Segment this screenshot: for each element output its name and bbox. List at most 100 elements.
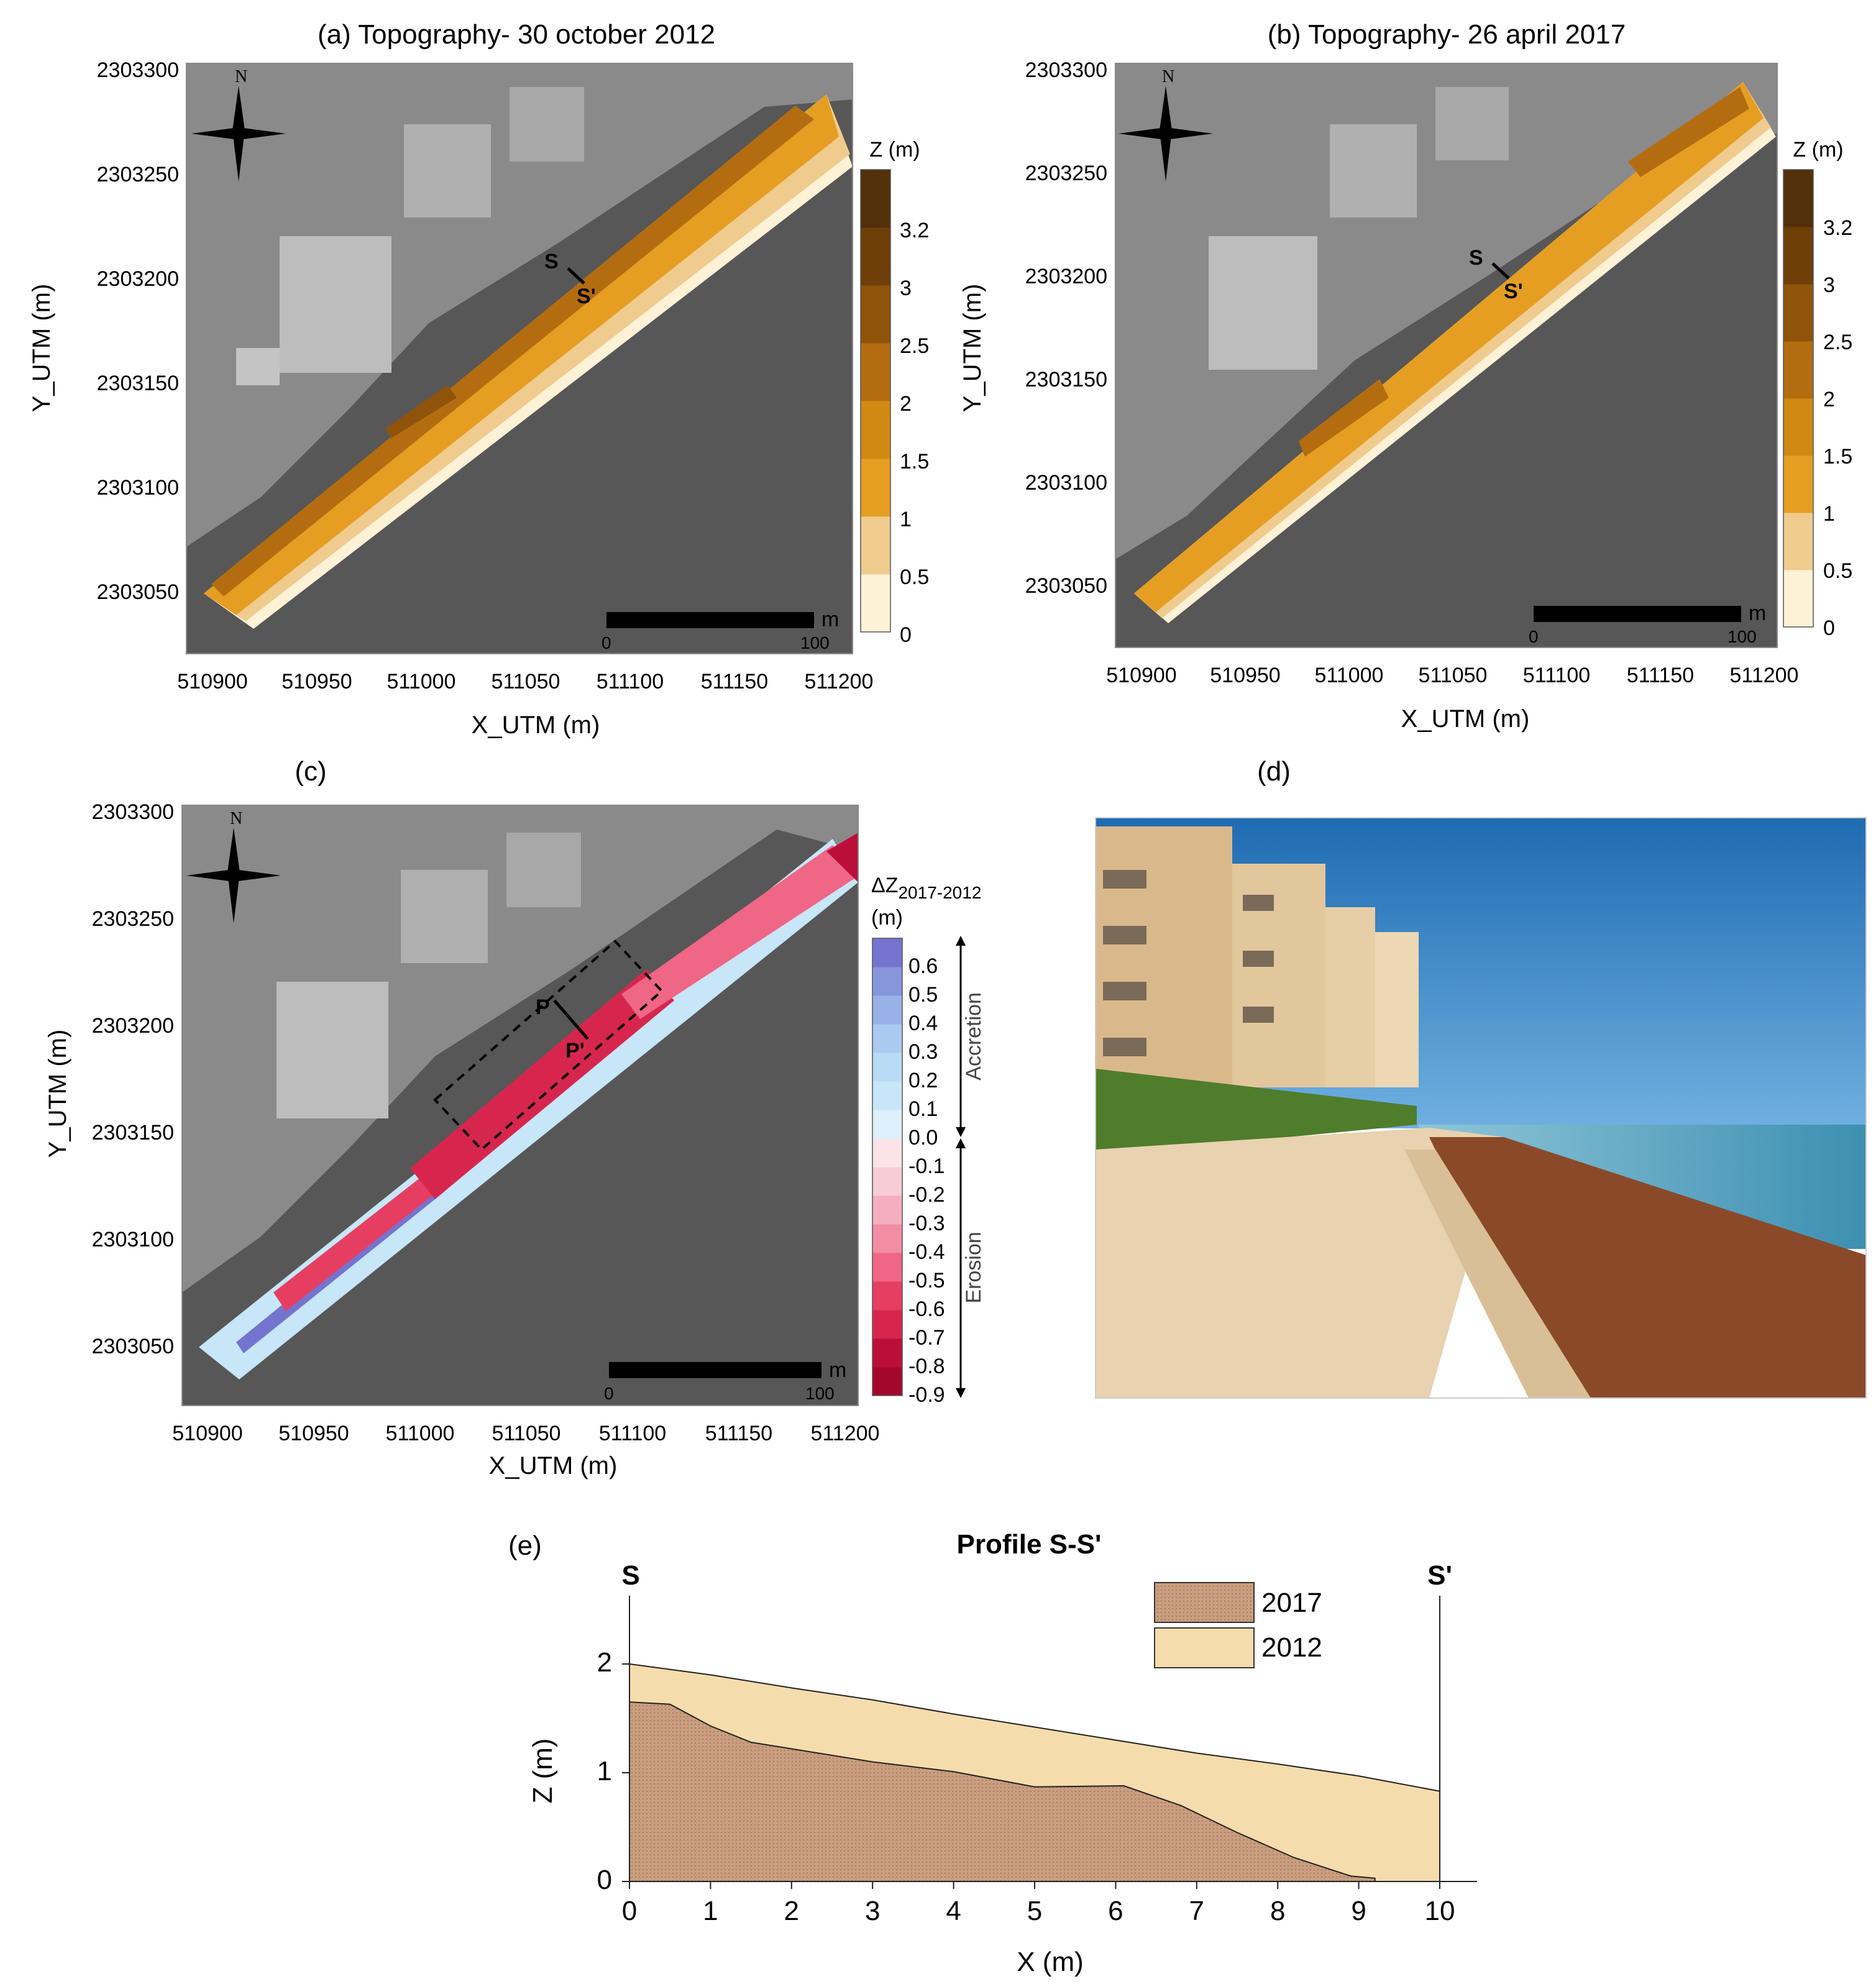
y-tick-label: 2303150 bbox=[1025, 368, 1107, 391]
colorbar-tick-label: -0.2 bbox=[908, 1183, 945, 1207]
colorbar-tick-label: 3.2 bbox=[900, 219, 929, 242]
panel-b-compass: N bbox=[1119, 67, 1213, 181]
x-tick-label: 511200 bbox=[805, 670, 874, 693]
panel-b-title: (b) Topography- 26 april 2017 bbox=[1268, 19, 1626, 50]
panel-b-colorbar bbox=[1783, 169, 1814, 628]
x-tick-label: 510900 bbox=[177, 670, 247, 693]
colorbar-title-main: ΔZ bbox=[871, 874, 898, 897]
colorbar-tick-label: 2 bbox=[1823, 388, 1835, 411]
colorbar-c-segment bbox=[872, 1024, 902, 1053]
panel-e: (e) Profile S-S' S S' 0 1 2 3 4 5 6 7 8 … bbox=[508, 1529, 1477, 1977]
panel-a-scalebar bbox=[606, 612, 814, 628]
panel-a-building bbox=[236, 348, 280, 385]
x-tick-label: 5 bbox=[1027, 1896, 1042, 1926]
profile-y-axis-label: Z (m) bbox=[528, 1738, 558, 1803]
y-tick-label: 2303100 bbox=[97, 476, 179, 500]
colorbar-a-segment bbox=[861, 574, 890, 633]
panel-c-title: (c) bbox=[295, 756, 326, 787]
colorbar-b-segment bbox=[1783, 570, 1813, 628]
legend-swatch-2017 bbox=[1154, 1582, 1255, 1623]
colorbar-tick-label: -0.4 bbox=[908, 1240, 945, 1264]
colorbar-b-segment bbox=[1783, 170, 1813, 227]
y-tick-label: 2 bbox=[597, 1647, 612, 1678]
beach-photo bbox=[1095, 817, 1867, 1399]
colorbar-tick-label: -0.5 bbox=[908, 1269, 945, 1292]
panel-b-scalebar-start: 0 bbox=[1529, 627, 1539, 646]
x-tick-label: 511150 bbox=[1627, 664, 1694, 687]
colorbar-c-segment bbox=[872, 1053, 902, 1082]
colorbar-tick-label: 0.4 bbox=[908, 1012, 938, 1035]
colorbar-tick-label: 0.5 bbox=[1823, 559, 1852, 583]
colorbar-tick-label: 1 bbox=[1823, 502, 1835, 526]
arrow-down-icon bbox=[956, 1388, 966, 1398]
panel-c-scalebar-end: 100 bbox=[805, 1384, 835, 1403]
colorbar-c-segment bbox=[872, 938, 902, 967]
profile-start-label: S bbox=[621, 1560, 639, 1591]
x-tick-label: 2 bbox=[784, 1896, 799, 1926]
panel-b-scalebar bbox=[1534, 606, 1741, 622]
panel-a-x-axis-label: X_UTM (m) bbox=[472, 711, 600, 739]
panel-a-yticks: 2303300 2303250 2303200 2303150 2303100 … bbox=[97, 58, 179, 604]
colorbar-c-segment bbox=[872, 1224, 902, 1253]
colorbar-a-segment bbox=[861, 401, 890, 459]
colorbar-tick-label: 3.2 bbox=[1823, 216, 1852, 240]
panel-c-building bbox=[401, 870, 488, 963]
panel-c: (c) P P' N m 0 100 510900 510950 511000 … bbox=[44, 756, 986, 1479]
colorbar-c-segment bbox=[872, 1081, 902, 1110]
colorbar-tick-label: 0.0 bbox=[908, 1126, 938, 1150]
panel-a-scalebar-end: 100 bbox=[800, 633, 830, 652]
panel-c-study-area-box bbox=[433, 939, 664, 1151]
profile-2012-line bbox=[629, 1663, 1440, 1792]
panel-c-frame bbox=[181, 805, 859, 1406]
panel-d-title: (d) bbox=[1257, 756, 1291, 787]
y-tick-label: 2303100 bbox=[1025, 471, 1107, 495]
x-tick-label: 510900 bbox=[172, 1422, 242, 1445]
photo-balcony bbox=[1243, 1007, 1274, 1023]
panel-b-scalebar-end: 100 bbox=[1727, 627, 1757, 646]
panel-b-beach-band-3 bbox=[1299, 379, 1389, 457]
colorbar-c-segment bbox=[872, 1253, 902, 1282]
y-tick-label: 2303250 bbox=[1025, 162, 1107, 185]
colorbar-b-segment bbox=[1783, 513, 1813, 570]
colorbar-tick-label: 1.5 bbox=[900, 450, 929, 473]
x-tick-label: 511100 bbox=[1523, 664, 1590, 687]
colorbar-b-segment bbox=[1783, 341, 1813, 399]
colorbar-tick-label: 3 bbox=[900, 277, 912, 300]
panel-a-compass: N bbox=[191, 67, 286, 181]
colorbar-tick-label: -0.6 bbox=[908, 1297, 945, 1321]
photo-sand-ridge bbox=[1404, 1150, 1591, 1398]
x-tick-label: 3 bbox=[865, 1896, 880, 1926]
y-tick-label: 2303200 bbox=[92, 1014, 174, 1038]
x-tick-label: 1 bbox=[703, 1896, 718, 1926]
y-tick-label: 0 bbox=[597, 1865, 612, 1895]
y-tick-label: 2303150 bbox=[92, 1121, 174, 1145]
colorbar-tick-label: -0.1 bbox=[908, 1154, 945, 1178]
panel-a-colorbar-title: Z (m) bbox=[869, 138, 920, 162]
panel-a-scalebar-start: 0 bbox=[602, 633, 611, 652]
x-tick-label: 510950 bbox=[1210, 664, 1280, 687]
photo-balcony bbox=[1103, 926, 1146, 944]
panel-a-xticks: 510900 510950 511000 511050 511100 51115… bbox=[177, 670, 873, 693]
photo-balcony bbox=[1243, 895, 1274, 911]
colorbar-b-segment bbox=[1783, 398, 1813, 456]
colorbar-tick-label: -0.7 bbox=[908, 1326, 945, 1350]
colorbar-c-segment bbox=[872, 1310, 902, 1339]
compass-rose-icon bbox=[186, 869, 281, 882]
x-tick-label: 511200 bbox=[1730, 664, 1799, 687]
profile-legend: 2017 2012 bbox=[1154, 1582, 1322, 1668]
x-tick-label: 0 bbox=[622, 1896, 637, 1926]
panel-c-scalebar-unit: m bbox=[829, 1358, 846, 1382]
profile-end-label: S' bbox=[1427, 1560, 1452, 1591]
y-tick-label: 1 bbox=[597, 1756, 612, 1786]
photo-balconies bbox=[1103, 870, 1274, 1056]
colorbar-tick-label: 0.2 bbox=[908, 1069, 938, 1092]
x-tick-label: 511150 bbox=[705, 1422, 772, 1445]
arrow-down-icon bbox=[956, 1127, 966, 1137]
y-tick-label: 2303150 bbox=[97, 372, 179, 395]
panel-b-profile-line bbox=[1491, 262, 1510, 280]
x-tick-label: 511100 bbox=[599, 1422, 666, 1445]
colorbar-c-segment bbox=[872, 1110, 902, 1139]
panel-c-land-area bbox=[182, 805, 858, 1292]
panel-a-colorbar-ticks: 3.2 3 2.5 2 1.5 1 0.5 0 bbox=[900, 219, 929, 647]
